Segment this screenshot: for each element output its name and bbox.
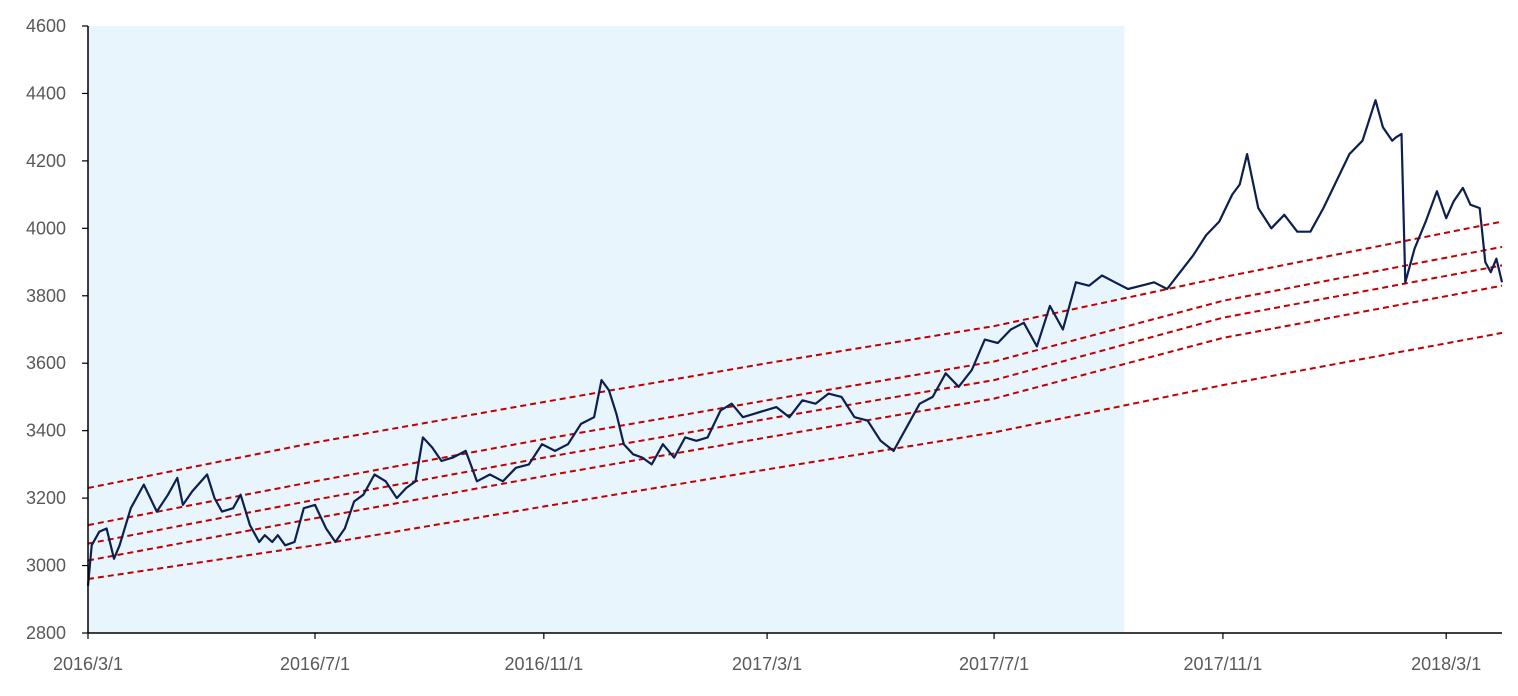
y-tick-label: 4000 bbox=[26, 218, 66, 238]
y-tick-label: 3800 bbox=[26, 286, 66, 306]
band-line-3 bbox=[87, 264, 1503, 545]
y-tick-label: 4600 bbox=[26, 16, 66, 36]
x-tick-label: 2016/7/1 bbox=[280, 654, 350, 674]
band-line-4 bbox=[87, 284, 1503, 562]
y-tick-label: 3000 bbox=[26, 556, 66, 576]
y-tick-label: 3600 bbox=[26, 353, 66, 373]
x-tick-label: 2017/7/1 bbox=[959, 654, 1029, 674]
x-tick-label: 2017/3/1 bbox=[732, 654, 802, 674]
y-tick-label: 4400 bbox=[26, 83, 66, 103]
y-tick-label: 3200 bbox=[26, 488, 66, 508]
shaded-region bbox=[88, 26, 1125, 633]
y-tick-label: 4200 bbox=[26, 151, 66, 171]
x-tick-label: 2017/11/1 bbox=[1184, 654, 1263, 674]
band-lines bbox=[87, 220, 1503, 580]
x-axis-ticks: 2016/3/1 2016/7/1 2016/11/1 2017/3/1 2017/7/… bbox=[53, 633, 1481, 674]
band-line-2 bbox=[87, 245, 1503, 527]
band-line-5 bbox=[87, 331, 1503, 580]
price-series-line bbox=[86, 99, 1504, 586]
x-tick-label: 2016/3/1 bbox=[53, 654, 123, 674]
band-line-1 bbox=[87, 220, 1503, 489]
y-axis-ticks: 2800 3000 3200 3400 3600 3800 4000 4200 4400 4600 bbox=[26, 16, 88, 643]
y-tick-label: 2800 bbox=[26, 623, 66, 643]
y-tick-label: 3400 bbox=[26, 421, 66, 441]
x-tick-label: 2016/11/1 bbox=[504, 654, 583, 674]
x-tick-label: 2018/3/1 bbox=[1411, 654, 1481, 674]
